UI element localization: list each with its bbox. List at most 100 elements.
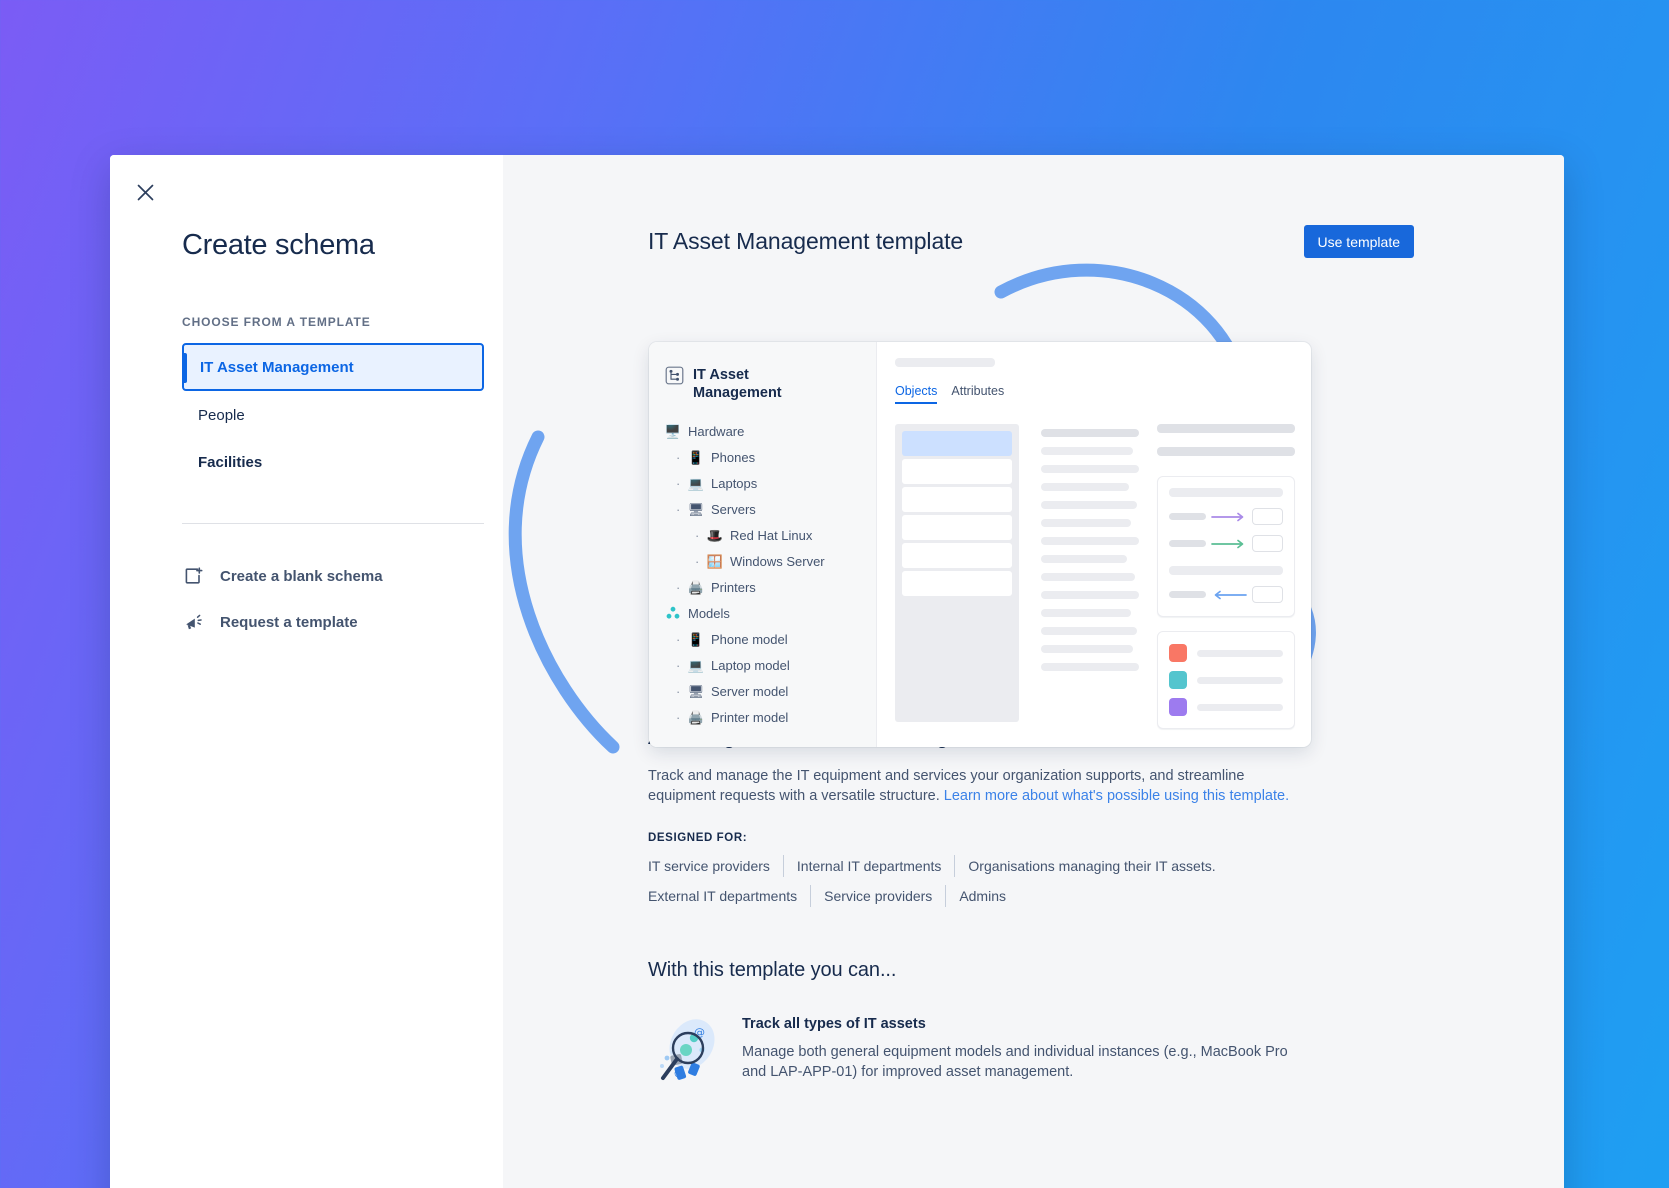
tree-item-laptop-model[interactable]: · 💻 Laptop model	[665, 652, 864, 678]
audience-chip: External IT departments	[648, 885, 812, 907]
svg-text:@: @	[694, 1026, 705, 1039]
server-icon: 🖥	[687, 683, 705, 699]
bullet-icon: ·	[676, 579, 681, 595]
feature-text: Track all types of IT assets Manage both…	[742, 1016, 1414, 1082]
tree-item-phones[interactable]: · 📱 Phones	[665, 444, 864, 470]
close-icon[interactable]	[128, 175, 162, 209]
placeholder-label	[1169, 513, 1206, 520]
preview-card: IT Asset Management 🖥️ Hardware · 📱 Phon…	[649, 342, 1311, 747]
preview-schema-name: IT Asset Management	[693, 367, 782, 401]
redhat-icon: 🎩	[706, 527, 724, 543]
placeholder-line	[1041, 573, 1135, 581]
tree-item-label: Printer model	[711, 709, 789, 725]
page-title: Create schema	[182, 229, 375, 261]
placeholder-line	[1041, 447, 1133, 455]
tree-item-label: Server model	[711, 683, 789, 699]
request-template-button[interactable]: Request a template	[182, 602, 484, 642]
action-label: Create a blank schema	[220, 567, 383, 585]
placeholder-line	[1041, 609, 1131, 617]
list-item[interactable]	[902, 487, 1012, 512]
with-template-heading: With this template you can...	[648, 959, 897, 981]
list-item[interactable]	[902, 459, 1012, 484]
create-schema-modal: Create schema CHOOSE FROM A TEMPLATE IT …	[110, 155, 1564, 1188]
arrow-right-icon	[1211, 539, 1244, 548]
tree-item-hardware[interactable]: 🖥️ Hardware	[665, 418, 864, 444]
tree-item-printers[interactable]: · 🖨️ Printers	[665, 574, 864, 600]
tree-item-printer-model[interactable]: · 🖨️ Printer model	[665, 704, 864, 730]
tree-item-server-model[interactable]: · 🖥 Server model	[665, 678, 864, 704]
mapping-row	[1169, 586, 1283, 603]
laptop-icon: 💻	[687, 657, 705, 673]
use-template-button[interactable]: Use template	[1303, 225, 1414, 258]
sidebar-divider	[182, 523, 484, 524]
description-text: Track and manage the IT equipment and se…	[648, 768, 1245, 804]
preview-schema-header: IT Asset Management	[665, 366, 864, 402]
placeholder-box	[1252, 508, 1283, 525]
new-document-icon	[182, 565, 204, 587]
printer-icon: 🖨️	[687, 709, 705, 725]
bullet-icon: ·	[676, 709, 681, 725]
template-description: A well-organized IT assets catalogue Tra…	[503, 727, 1564, 1088]
template-detail-scroll[interactable]: IT Asset Management template Use templat…	[503, 155, 1564, 1188]
list-item[interactable]	[902, 571, 1012, 596]
learn-more-link[interactable]: Learn more about what's possible using t…	[943, 788, 1290, 804]
preview-mapping-card	[1157, 476, 1295, 617]
sidebar: Create schema CHOOSE FROM A TEMPLATE IT …	[110, 155, 503, 1188]
preview-detail-lines	[1019, 424, 1143, 729]
tree-item-red-hat-linux[interactable]: · 🎩 Red Hat Linux	[665, 522, 864, 548]
audience-chip: IT service providers	[648, 855, 784, 877]
tree-item-laptops[interactable]: · 💻 Laptops	[665, 470, 864, 496]
tree-item-label: Servers	[711, 501, 756, 517]
tab-objects[interactable]: Objects	[895, 384, 938, 404]
template-list: IT Asset Management People Facilities	[182, 343, 484, 485]
megaphone-icon	[182, 611, 204, 633]
sidebar-item-it-asset-management[interactable]: IT Asset Management	[182, 343, 484, 391]
list-item[interactable]	[902, 431, 1012, 456]
placeholder-box	[1252, 535, 1283, 552]
placeholder-box	[1252, 586, 1283, 603]
placeholder-line	[1157, 447, 1295, 456]
placeholder-line	[1169, 488, 1283, 497]
tree-item-label: Printers	[711, 579, 756, 595]
color-swatch-red	[1169, 644, 1187, 662]
tree-item-servers[interactable]: · 🖥 Servers	[665, 496, 864, 522]
placeholder-line	[1041, 627, 1137, 635]
models-icon	[665, 605, 681, 621]
tree-item-phone-model[interactable]: · 📱 Phone model	[665, 626, 864, 652]
tree-item-label: Red Hat Linux	[730, 527, 813, 543]
tree-item-models[interactable]: Models	[665, 600, 864, 626]
list-item[interactable]	[902, 515, 1012, 540]
audience-row-2: External IT departments Service provider…	[648, 885, 1414, 915]
printer-icon: 🖨️	[687, 579, 705, 595]
placeholder-line	[1197, 649, 1283, 657]
bullet-icon: ·	[676, 475, 681, 491]
preview-object-list	[895, 424, 1019, 722]
placeholder-heading-bar	[895, 358, 995, 367]
placeholder-label	[1169, 591, 1206, 598]
placeholder-line	[1041, 591, 1139, 599]
create-blank-schema-button[interactable]: Create a blank schema	[182, 556, 484, 596]
laptop-icon: 💻	[687, 475, 705, 491]
magnifier-assets-illustration: @ @	[648, 1016, 720, 1088]
audience-chip: Service providers	[811, 885, 947, 907]
placeholder-line	[1041, 663, 1139, 671]
feature-title: Track all types of IT assets	[742, 1016, 926, 1032]
template-preview: IT Asset Management 🖥️ Hardware · 📱 Phon…	[503, 263, 1564, 754]
placeholder-line	[1169, 566, 1283, 575]
feature-body: Manage both general equipment models and…	[742, 1044, 1288, 1080]
mapping-row	[1169, 508, 1283, 525]
server-icon: 🖥	[687, 501, 705, 517]
list-item[interactable]	[902, 543, 1012, 568]
sidebar-item-people[interactable]: People	[182, 392, 484, 438]
preview-tabs: Objects Attributes	[895, 384, 1311, 404]
tree-item-windows-server[interactable]: · 🪟 Windows Server	[665, 548, 864, 574]
tab-attributes[interactable]: Attributes	[951, 384, 1005, 398]
placeholder-label	[1169, 540, 1206, 547]
description-body: Track and manage the IT equipment and se…	[648, 766, 1308, 806]
status-row	[1169, 671, 1283, 689]
feature-item: @ @ Track all types	[648, 1016, 1414, 1088]
sidebar-item-facilities[interactable]: Facilities	[182, 439, 484, 485]
phone-icon: 📱	[687, 631, 705, 647]
placeholder-line	[1041, 537, 1139, 545]
detail-header: IT Asset Management template Use templat…	[503, 155, 1564, 258]
